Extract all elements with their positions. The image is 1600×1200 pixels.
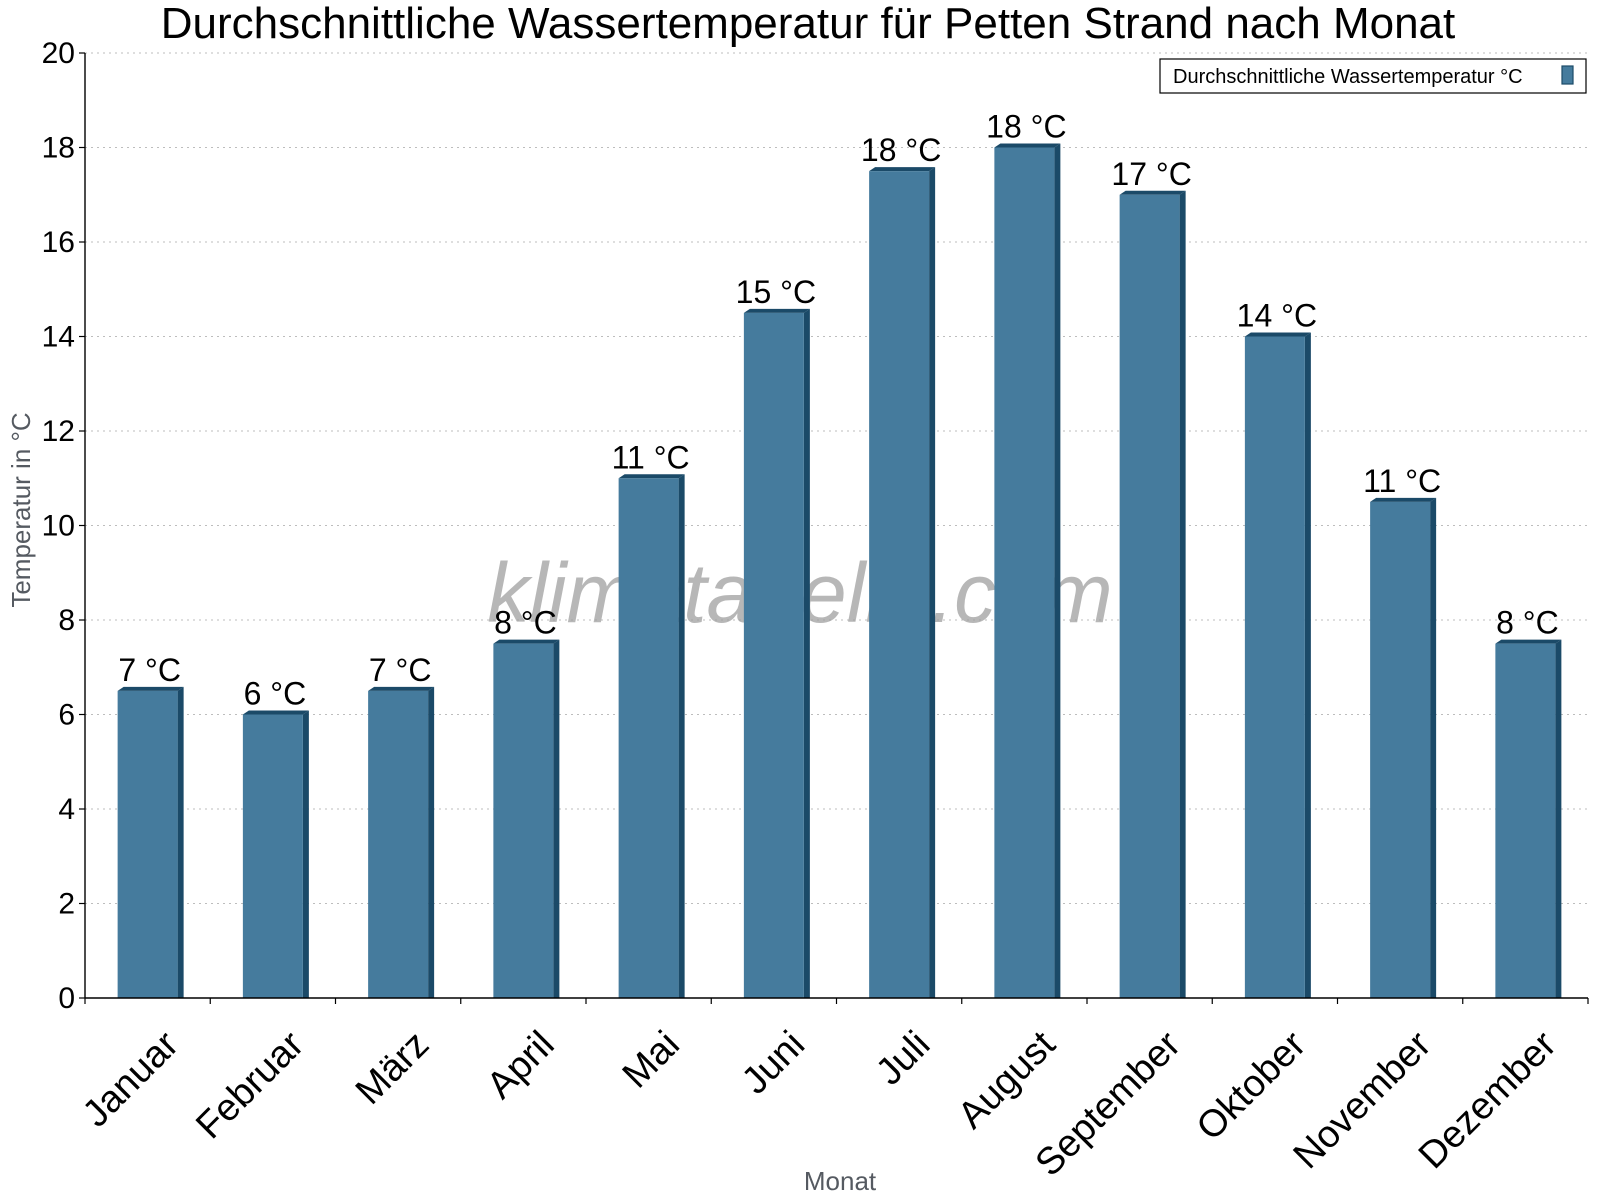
data-label: 6 °C: [244, 676, 307, 712]
bar: [1244, 332, 1311, 998]
bar-front: [994, 147, 1055, 998]
bar-top: [1370, 497, 1437, 502]
data-label: 18 °C: [861, 132, 941, 168]
bar-top: [1495, 639, 1562, 644]
data-label: 8 °C: [1496, 605, 1559, 641]
bar: [1119, 190, 1186, 998]
x-tick-label: Juni: [734, 1023, 813, 1102]
data-label: 17 °C: [1111, 156, 1191, 192]
x-tick-label: März: [348, 1023, 437, 1112]
bar-top: [1244, 332, 1311, 337]
y-tick-label: 16: [42, 226, 75, 259]
bar-front: [242, 714, 303, 998]
x-tick-label: Mai: [615, 1023, 688, 1096]
bar-front: [1244, 336, 1305, 998]
bar-side: [553, 639, 560, 998]
data-label: 8 °C: [494, 605, 557, 641]
bar: [242, 710, 309, 998]
data-label: 11 °C: [1363, 463, 1441, 499]
y-tick-label: 12: [42, 415, 75, 448]
bar: [1495, 639, 1562, 998]
bar-top: [618, 474, 685, 479]
y-tick-label: 18: [42, 132, 75, 165]
bar-front: [618, 478, 679, 998]
bar-front: [1119, 194, 1180, 998]
data-label: 18 °C: [986, 109, 1066, 145]
bar-side: [1430, 497, 1437, 998]
bar-side: [678, 474, 685, 998]
x-tick-label: Februar: [188, 1023, 312, 1147]
bar: [493, 639, 560, 998]
x-tick-label: August: [950, 1023, 1064, 1137]
bar-top: [1119, 190, 1186, 195]
x-tick-label: Januar: [75, 1023, 187, 1135]
bars-group: [117, 143, 1562, 998]
bar: [869, 167, 936, 998]
y-tick-label: 8: [58, 604, 75, 637]
x-tick-label: Juli: [868, 1023, 938, 1093]
data-label: 15 °C: [736, 274, 816, 310]
bar: [994, 143, 1061, 998]
bar-front: [368, 690, 429, 998]
grid-lines: [85, 52, 1588, 904]
bar-front: [1495, 643, 1556, 998]
bar-top: [242, 710, 309, 715]
bar-side: [1555, 639, 1562, 998]
bar-front: [869, 171, 930, 998]
bar-top: [994, 143, 1061, 148]
data-label: 7 °C: [118, 652, 181, 688]
y-tick-label: 10: [42, 510, 75, 543]
bar-side: [428, 686, 435, 998]
bar-side: [302, 710, 309, 998]
data-label: 7 °C: [369, 652, 432, 688]
y-tick-label: 2: [58, 888, 75, 921]
legend-box: [1159, 58, 1587, 94]
data-label: 11 °C: [612, 439, 690, 475]
bar: [1370, 497, 1437, 998]
bar-side: [177, 686, 184, 998]
bar-front: [743, 312, 804, 998]
x-tick-label: April: [479, 1023, 562, 1106]
bar-top: [869, 167, 936, 172]
bar-top: [368, 686, 435, 691]
y-tick-label: 4: [58, 793, 75, 826]
bar-side: [1054, 143, 1061, 998]
bar-side: [803, 308, 810, 998]
legend-label: Durchschnittliche Wassertemperatur °C: [1173, 66, 1523, 88]
bar-top: [743, 308, 810, 313]
legend-swatch: [1561, 65, 1574, 85]
bar-front: [117, 690, 178, 998]
bar: [743, 308, 810, 998]
bar: [368, 686, 435, 998]
x-axis-label: Monat: [804, 1166, 877, 1196]
y-tick-label: 14: [42, 321, 75, 354]
bar-side: [1304, 332, 1311, 998]
chart-title: Durchschnittliche Wassertemperatur für P…: [161, 0, 1456, 48]
bar: [618, 474, 685, 998]
bar-side: [929, 167, 936, 998]
bar-top: [117, 686, 184, 691]
bar: [117, 686, 184, 998]
x-tick-label: Dezember: [1411, 1023, 1565, 1177]
bar-front: [1370, 501, 1431, 998]
x-tick-label: Oktober: [1189, 1023, 1315, 1149]
y-tick-label: 0: [58, 982, 75, 1015]
data-labels-group: 7 °C 6 °C 7 °C 8 °C 11 °C 15 °C 18 °C 18 °C 17 °…: [118, 109, 1558, 712]
y-tick-label: 6: [58, 699, 75, 732]
legend: Durchschnittliche Wassertemperatur °C: [1159, 58, 1587, 94]
y-axis-label: Temperatur in °C: [6, 412, 36, 607]
bar-side: [1179, 190, 1186, 998]
bar-top: [493, 639, 560, 644]
y-tick-label: 20: [42, 37, 75, 70]
data-label: 14 °C: [1237, 298, 1317, 334]
bar-front: [493, 643, 554, 998]
